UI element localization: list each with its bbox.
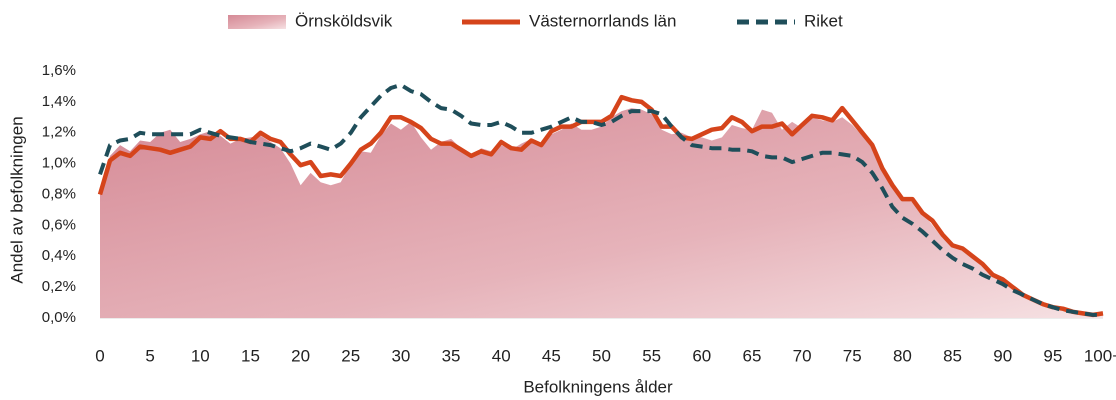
x-tick-label: 50: [592, 346, 611, 365]
legend-label: Örnsköldsvik: [295, 11, 393, 30]
x-tick-label: 10: [191, 346, 210, 365]
line: [98, 82, 1103, 317]
y-tick-label: 0,8%: [42, 185, 76, 202]
x-tick-label: 40: [492, 346, 511, 365]
y-tick-label: 0,4%: [42, 247, 76, 264]
x-tick-label: 65: [742, 346, 761, 365]
y-tick-label: 1,4%: [42, 93, 76, 110]
x-tick-label: 30: [391, 346, 410, 365]
y-tick-label: 1,6%: [42, 62, 76, 79]
y-tick-label: 0,2%: [42, 278, 76, 295]
y-tick-label: 0,0%: [42, 309, 76, 326]
x-tick-label: 55: [642, 346, 661, 365]
x-tick-label: 70: [793, 346, 812, 365]
legend-swatch: [228, 15, 286, 29]
x-tick-label: 100+: [1084, 346, 1116, 365]
x-tick-label: 15: [241, 346, 260, 365]
x-tick-label: 95: [1043, 346, 1062, 365]
x-tick-label: 75: [843, 346, 862, 365]
y-tick-label: 1,0%: [42, 155, 76, 172]
x-tick-label: 20: [291, 346, 310, 365]
area: [100, 108, 1103, 318]
legend-label: Riket: [804, 11, 843, 30]
legend-label: Västernorrlands län: [529, 11, 676, 30]
y-tick-label: 1,2%: [42, 124, 76, 141]
x-tick-label: 80: [893, 346, 912, 365]
x-tick-label: 60: [692, 346, 711, 365]
x-tick-label: 45: [542, 346, 561, 365]
x-tick-label: 5: [145, 346, 154, 365]
x-axis-title: Befolkningens ålder: [523, 377, 673, 396]
x-tick-label: 90: [993, 346, 1012, 365]
x-tick-label: 0: [95, 346, 104, 365]
x-tick-label: 85: [943, 346, 962, 365]
line: [97, 94, 1104, 318]
y-axis-title: Andel av befolkningen: [7, 116, 26, 283]
x-tick-label: 35: [442, 346, 461, 365]
y-tick-label: 0,6%: [42, 216, 76, 233]
x-tick-label: 25: [341, 346, 360, 365]
